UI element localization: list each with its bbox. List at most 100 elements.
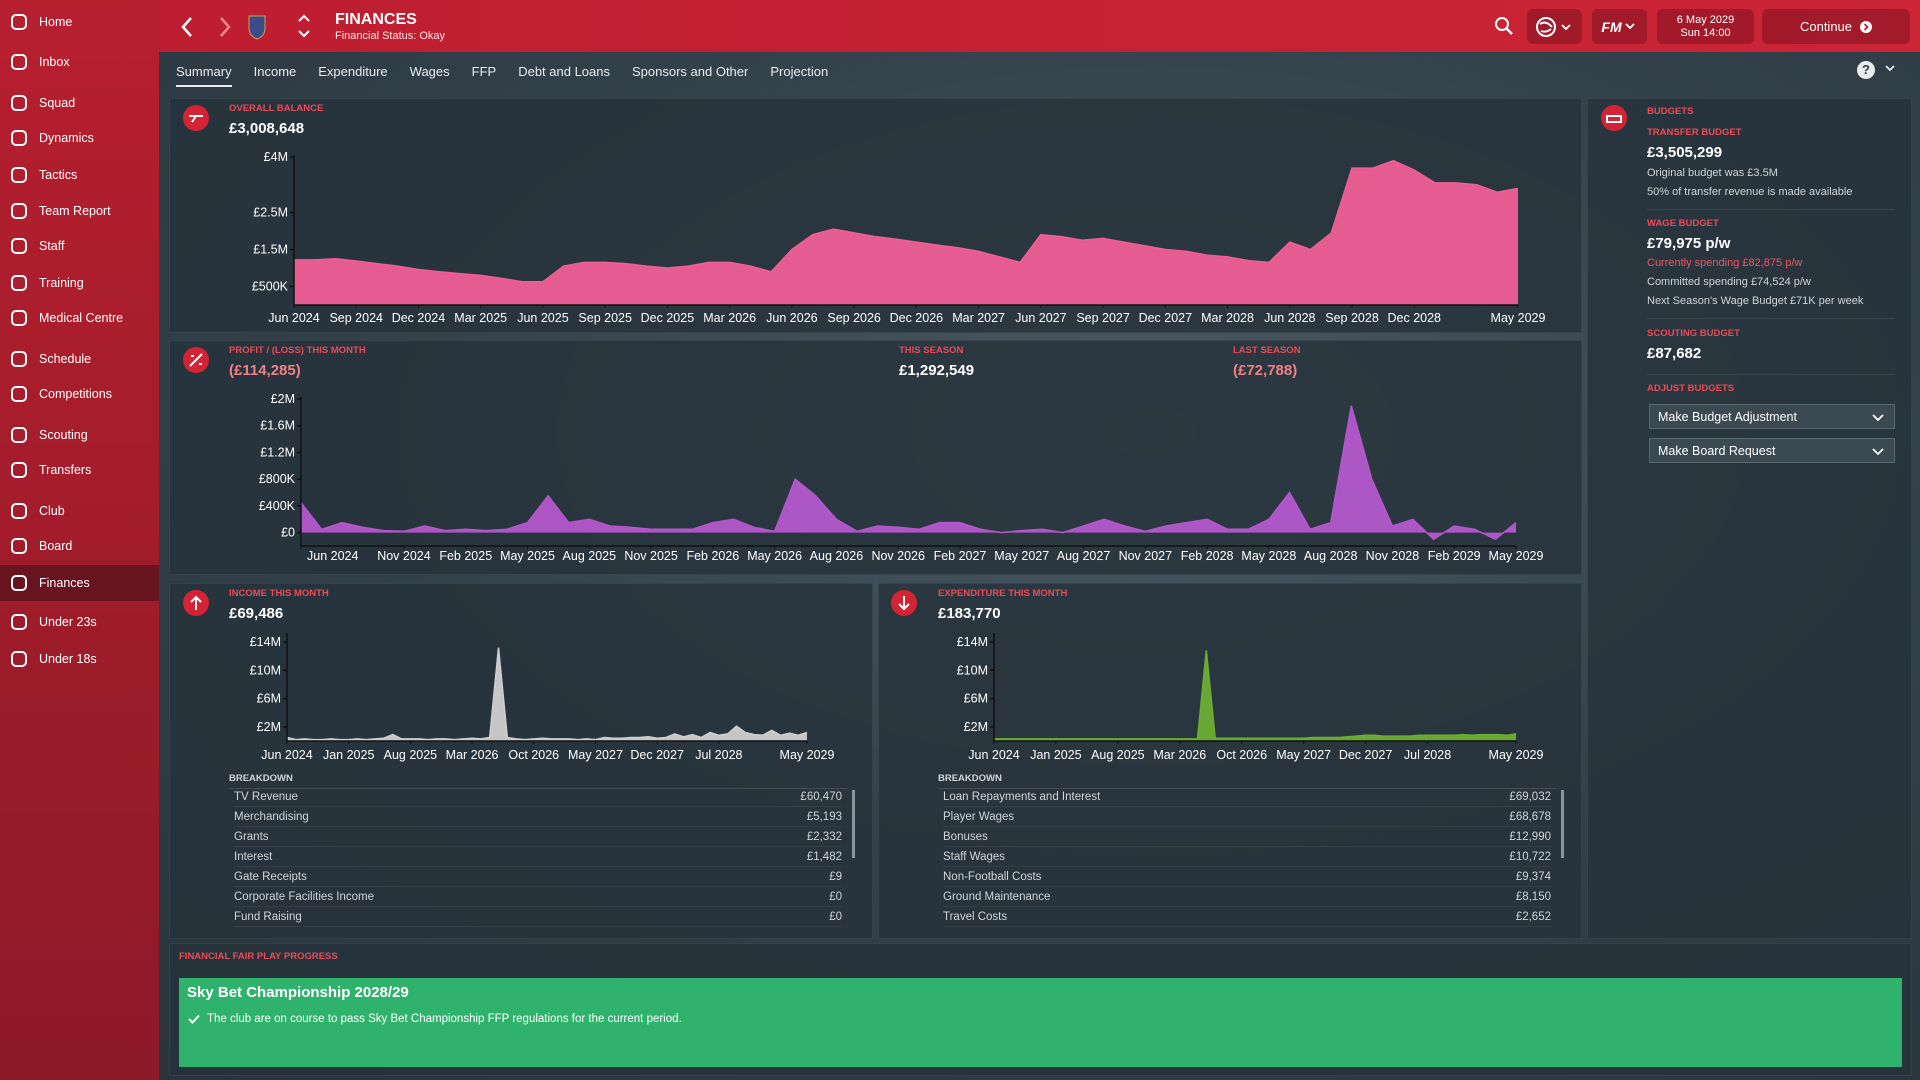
row-value: £2,332 xyxy=(806,831,842,843)
nav-item[interactable]: Training xyxy=(0,265,159,301)
nav-arrows[interactable] xyxy=(179,14,269,40)
page-subtitle: Financial Status: Okay xyxy=(335,30,446,42)
nav-item[interactable]: Inbox xyxy=(0,44,159,80)
date-box[interactable]: 6 May 2029 Sun 14:00 xyxy=(1657,9,1754,44)
x-tick-label: Dec 2027 xyxy=(1339,748,1393,762)
nav-item[interactable]: Dynamics xyxy=(0,120,159,156)
date: 6 May 2029 xyxy=(1676,13,1735,26)
club-switch[interactable] xyxy=(297,12,311,40)
nav-item[interactable]: Under 23s xyxy=(0,604,159,640)
x-tick-label: Jan 2025 xyxy=(1030,748,1081,762)
nav-item[interactable]: Team Report xyxy=(0,193,159,229)
nav-item[interactable]: Staff xyxy=(0,228,159,264)
breakdown-row: Gate Receipts £9 xyxy=(234,871,842,887)
tab[interactable]: Income xyxy=(253,64,297,79)
help-button[interactable]: ? xyxy=(1857,61,1875,79)
nav-item[interactable]: Board xyxy=(0,528,159,564)
row-value: £0 xyxy=(829,891,842,903)
tab[interactable]: Sponsors and Other xyxy=(632,64,749,79)
x-tick-label: May 2026 xyxy=(747,549,802,563)
panel-label: PROFIT / (LOSS) THIS MONTH xyxy=(229,345,366,356)
continue-button[interactable]: Continue xyxy=(1762,9,1910,44)
nav-item[interactable]: Transfers xyxy=(0,452,159,488)
check-icon xyxy=(188,1014,200,1024)
row-label: Interest xyxy=(234,851,273,863)
nav-item[interactable]: Schedule xyxy=(0,341,159,377)
x-tick-label: May 2029 xyxy=(780,748,835,762)
x-tick-label: Dec 2024 xyxy=(392,311,446,325)
x-tick-label: Dec 2028 xyxy=(1388,311,1442,325)
y-tick-label: £400K xyxy=(259,499,296,513)
ffp-message: The club are on course to pass Sky Bet C… xyxy=(207,1013,682,1025)
panel-label: INCOME THIS MONTH xyxy=(229,588,329,599)
x-tick-label: Jun 2025 xyxy=(517,311,568,325)
dropdown[interactable]: Make Board Request xyxy=(1649,438,1895,463)
help-menu[interactable] xyxy=(1884,64,1896,74)
y-tick-label: £6M xyxy=(257,692,281,706)
nav-item[interactable]: Squad xyxy=(0,85,159,121)
top-bar: FINANCES Financial Status: Okay FM 6 May… xyxy=(159,0,1920,52)
y-tick-label: £2.5M xyxy=(253,206,288,220)
breakdown-row: Ground Maintenance £8,150 xyxy=(943,891,1551,907)
breakdown-row: Travel Costs £2,652 xyxy=(943,911,1551,927)
y-tick-label: £2M xyxy=(964,720,988,734)
stat-label: LAST SEASON xyxy=(1233,345,1301,356)
icon-shape xyxy=(11,275,27,291)
x-tick-label: Mar 2026 xyxy=(703,311,756,325)
tab[interactable]: Expenditure xyxy=(318,64,388,79)
dropdown[interactable]: Make Budget Adjustment xyxy=(1649,404,1895,429)
nav-item[interactable]: Medical Centre xyxy=(0,300,159,336)
y-tick-label: £14M xyxy=(957,635,988,649)
x-tick-label: May 2028 xyxy=(1241,549,1296,563)
x-tick-label: Aug 2025 xyxy=(1091,748,1145,762)
tab[interactable]: Summary xyxy=(176,58,232,87)
nav-item[interactable]: Home xyxy=(0,4,159,40)
y-tick-label: £10M xyxy=(250,663,281,677)
nav-icon xyxy=(11,54,27,70)
nav-item[interactable]: Scouting xyxy=(0,417,159,453)
y-tick-label: £1.6M xyxy=(260,419,295,433)
nav-icon xyxy=(11,275,27,291)
x-tick-label: May 2025 xyxy=(500,549,555,563)
nav-icon xyxy=(11,351,27,367)
row-label: Corporate Facilities Income xyxy=(234,891,374,903)
x-tick-label: Sep 2028 xyxy=(1325,311,1379,325)
x-tick-label: Nov 2027 xyxy=(1119,549,1173,563)
nav-item[interactable]: Under 18s xyxy=(0,641,159,677)
nav-item[interactable]: Tactics xyxy=(0,157,159,193)
row-label: Non-Football Costs xyxy=(943,871,1042,883)
tab[interactable]: FFP xyxy=(471,64,497,79)
tab[interactable]: Projection xyxy=(770,64,829,79)
fm-button[interactable]: FM xyxy=(1592,9,1647,44)
nav-label: Medical Centre xyxy=(39,311,124,325)
row-value: £0 xyxy=(829,911,842,923)
divider xyxy=(1647,374,1895,375)
area-line xyxy=(286,647,808,741)
globe-button[interactable] xyxy=(1527,9,1582,44)
nav-item[interactable]: Competitions xyxy=(0,376,159,412)
row-value: £68,678 xyxy=(1509,811,1551,823)
icon-shape xyxy=(11,167,27,183)
y-tick-label: £500K xyxy=(252,280,289,294)
nav-label: Finances xyxy=(39,576,90,590)
budget-label: SCOUTING BUDGET xyxy=(1647,328,1740,339)
nav-item[interactable]: Finances xyxy=(0,565,159,601)
budget-value: £3,505,299 xyxy=(1647,144,1723,161)
x-tick-label: Sep 2026 xyxy=(827,311,881,325)
tab[interactable]: Debt and Loans xyxy=(518,64,610,79)
nav-icon xyxy=(11,167,27,183)
x-tick-label: May 2027 xyxy=(994,549,1049,563)
search-icon[interactable] xyxy=(1494,16,1514,36)
continue-label: Continue xyxy=(1799,19,1853,34)
chevron xyxy=(1872,448,1884,456)
area-line xyxy=(994,650,1517,740)
x-tick-label: Jun 2024 xyxy=(268,311,319,325)
tab[interactable]: Wages xyxy=(409,64,450,79)
row-label: TV Revenue xyxy=(234,791,298,803)
budget-note: Next Season's Wage Budget £71K per week xyxy=(1647,295,1864,307)
y-tick-label: £4M xyxy=(264,150,288,164)
budgets-title: BUDGETS xyxy=(1647,106,1694,117)
nav-item[interactable]: Club xyxy=(0,493,159,529)
dropdown-label: Make Board Request xyxy=(1658,443,1776,458)
